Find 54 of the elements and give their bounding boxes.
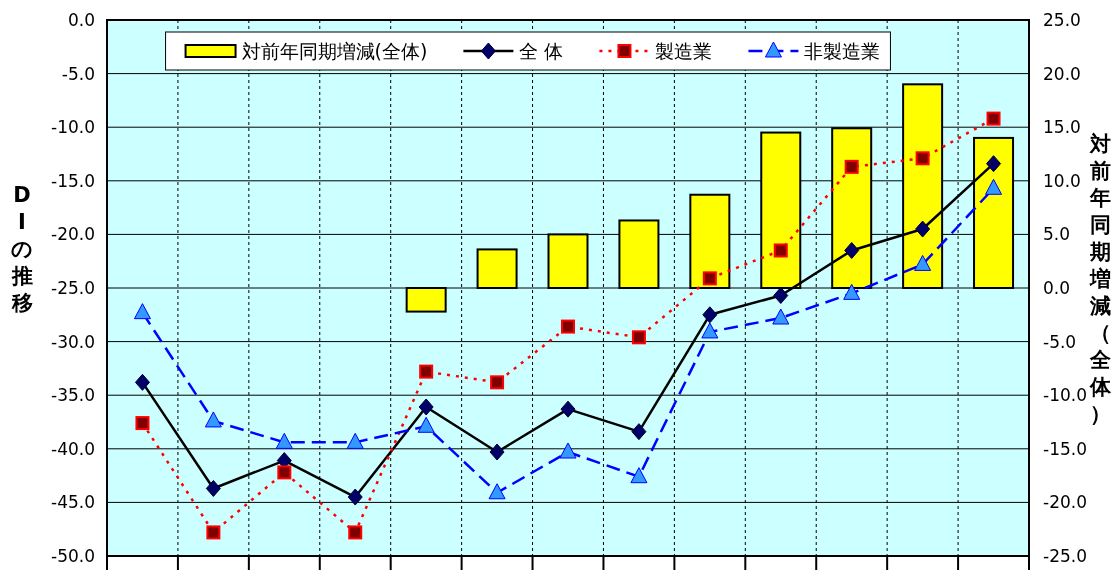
point [986,111,1001,126]
point [701,322,719,339]
point [844,159,859,174]
point [772,308,790,325]
y-tick-label: -5.0 [61,63,95,84]
y2-tick-label: 15.0 [1043,117,1081,138]
y2-tick-label: 10.0 [1043,170,1081,191]
point [843,283,861,300]
y2-tick-label: 0.0 [1043,278,1071,298]
point [348,525,363,540]
point [419,364,434,379]
y2-tick-label: -10.0 [1043,385,1087,406]
y-tick-label: -10.0 [51,117,95,138]
y-tick-label: -40.0 [51,438,95,459]
point [985,178,1003,195]
y-tick-label: -25.0 [51,278,95,298]
legend-label: 全 体 [519,40,564,62]
point [630,467,648,484]
point [204,411,222,428]
point [275,432,293,449]
y2-tick-label: -5.0 [1043,331,1077,352]
point [346,432,364,449]
point [417,416,435,433]
y-tick-label: 0.0 [67,10,95,30]
point [773,243,788,258]
y2-tick-label: 25.0 [1043,10,1081,30]
legend-label: 製造業 [655,40,713,62]
y2-tick-label: -25.0 [1043,546,1087,566]
y2-tick-label: -15.0 [1043,438,1087,459]
y2-tick-label: -20.0 [1043,492,1087,513]
point [277,465,292,480]
y-tick-label: -50.0 [51,546,95,566]
legend-label: 非製造業 [804,40,881,62]
y-axis-title: DIの推移 [10,183,33,315]
y-tick-label: -45.0 [51,492,95,513]
point [488,483,506,500]
legend-label: 対前年同期増減(全体) [241,40,428,62]
y2-tick-label: 5.0 [1043,224,1071,245]
point [133,303,151,320]
point [631,330,646,345]
point [702,271,717,286]
point [206,525,221,540]
point [559,442,577,459]
text: 対前年同期増減（全体） [1089,132,1111,426]
y-tick-label: -30.0 [51,331,95,352]
point [915,151,930,166]
point [135,416,150,431]
y2-tick-label: 20.0 [1043,63,1081,84]
y-tick-label: -15.0 [51,170,95,191]
point [914,254,932,271]
y-tick-label: -20.0 [51,224,95,245]
point [561,319,575,334]
y-tick-label: -35.0 [51,385,95,406]
point [490,375,505,390]
